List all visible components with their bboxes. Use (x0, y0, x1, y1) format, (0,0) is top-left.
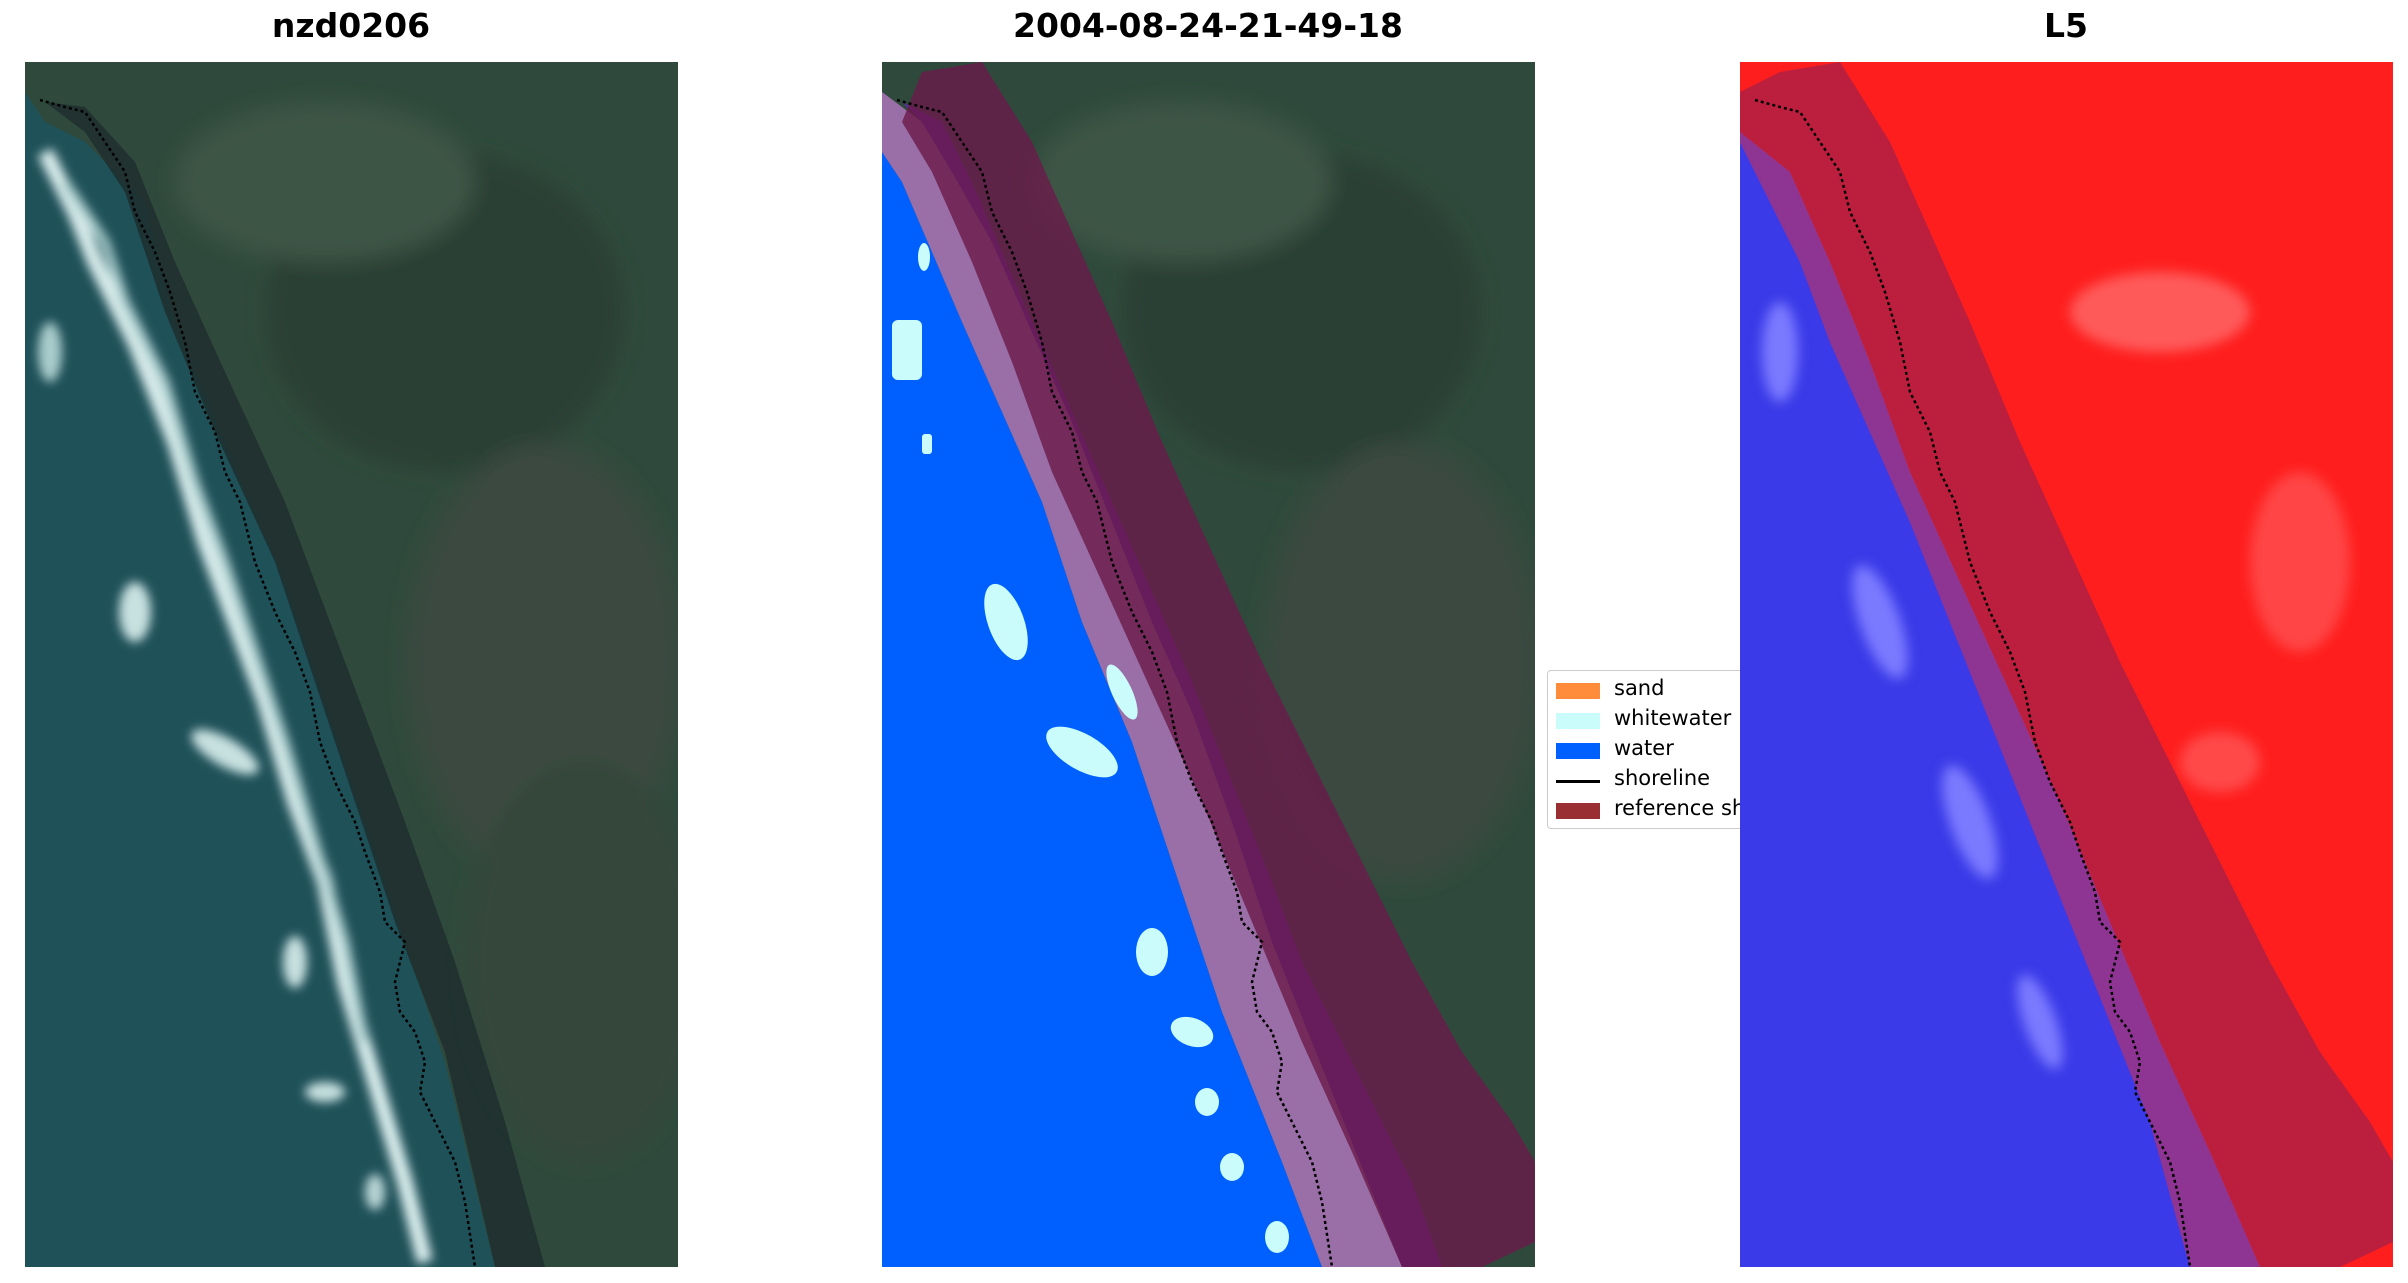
legend-item-water: water (1548, 734, 1748, 764)
dark-beach (45, 102, 545, 1267)
water-class (882, 152, 1322, 1267)
sand-swatch (1556, 683, 1600, 699)
detected-shoreline (896, 98, 1334, 1267)
detected-shoreline (39, 98, 477, 1267)
surf-highlights (1762, 302, 2063, 1070)
water-swatch (1556, 743, 1600, 759)
rgb-image (25, 62, 678, 1267)
legend-label: shoreline (1614, 766, 1711, 790)
detected-shoreline (1754, 98, 2192, 1267)
legend-item-reference-shoreline: reference shoreline (1548, 794, 1748, 824)
legend-item-sand: sand (1548, 674, 1748, 704)
legend-label: whitewater (1614, 706, 1732, 730)
whitewater-class (892, 243, 1289, 1253)
reference-shoreline-buffer (902, 62, 1535, 1267)
legend-label: reference shoreline (1614, 796, 1748, 820)
panel-title-rgb: nzd0206 (271, 6, 431, 45)
legend-item-shoreline: shoreline (1548, 764, 1748, 794)
legend: sand whitewater water shoreline referenc… (1547, 670, 1749, 829)
legend-item-whitewater: whitewater (1548, 704, 1748, 734)
rgb-image-panel (25, 62, 678, 1267)
classification-image (882, 62, 1535, 1267)
index-image (1740, 62, 2393, 1267)
index-panel (1740, 62, 2393, 1267)
classification-panel (882, 62, 1535, 1267)
whitewater-swatch (1556, 713, 1600, 729)
whitewater-surf (37, 148, 433, 1264)
legend-label: water (1614, 736, 1674, 760)
sand-class (882, 92, 1402, 1267)
panel-title-classification: 2004-08-24-21-49-18 (1013, 6, 1403, 45)
shoreline-line-swatch (1556, 780, 1600, 783)
panel-title-index: L5 (2044, 6, 2088, 45)
buffer-water-side (1740, 132, 2260, 1267)
reference-shoreline-buffer (1740, 62, 2393, 1267)
reference-shoreline-swatch (1556, 803, 1600, 819)
water-negative-area (1740, 142, 2190, 1267)
legend-label: sand (1614, 676, 1665, 700)
